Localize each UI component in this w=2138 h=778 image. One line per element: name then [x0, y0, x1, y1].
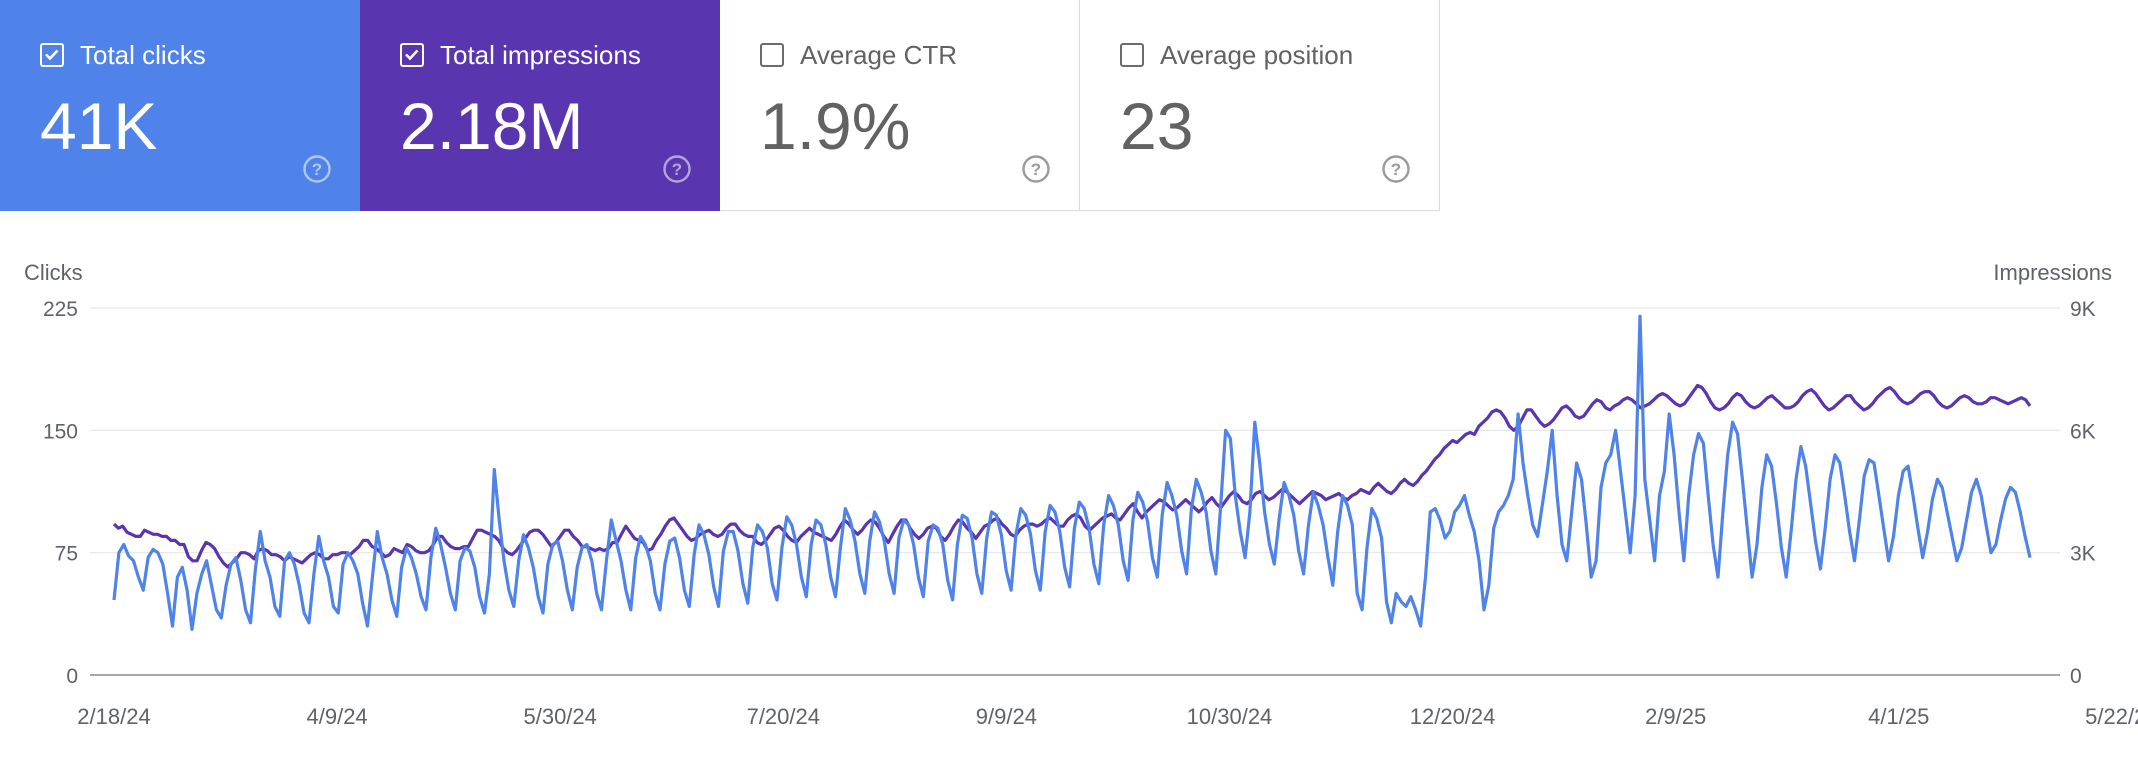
right-axis-title: Impressions [1993, 260, 2112, 285]
card-total-impressions[interactable]: Total impressions 2.18M ? [360, 0, 720, 211]
card-average-position[interactable]: Average position 23 ? [1080, 0, 1440, 211]
left-tick-label: 0 [66, 665, 78, 688]
left-axis-title: Clicks [24, 260, 83, 285]
help-icon[interactable]: ? [662, 154, 692, 184]
x-tick-label: 12/20/24 [1410, 704, 1496, 729]
x-tick-label: 2/18/24 [77, 704, 150, 729]
x-tick-label: 7/20/24 [747, 704, 820, 729]
card-value: 41K [40, 89, 158, 163]
help-icon[interactable]: ? [302, 154, 332, 184]
svg-text:?: ? [672, 160, 682, 179]
checkbox-unchecked-icon[interactable] [1120, 43, 1144, 67]
card-label: Total impressions [440, 40, 641, 70]
help-icon[interactable]: ? [1381, 154, 1411, 184]
card-total-clicks[interactable]: Total clicks 41K ? [0, 0, 360, 211]
checkbox-checked-icon[interactable] [40, 43, 64, 67]
x-tick-label: 9/9/24 [976, 704, 1037, 729]
left-tick-label: 225 [43, 298, 78, 321]
chart-svg: Clicks Impressions 0 75 150 225 0 3K 6K 9K 2/18/24… [24, 260, 2138, 729]
checkbox-unchecked-icon[interactable] [760, 43, 784, 67]
left-tick-label: 150 [43, 420, 78, 443]
svg-text:?: ? [1031, 160, 1041, 179]
metric-cards: Total clicks 41K ? Total impressions 2.1… [0, 0, 1440, 211]
card-value: 1.9% [760, 89, 911, 163]
x-tick-label: 4/1/25 [1868, 704, 1929, 729]
x-tick-label: 10/30/24 [1187, 704, 1273, 729]
x-tick-label: 5/30/24 [523, 704, 596, 729]
card-label: Average position [1160, 40, 1354, 70]
x-tick-label: 2/9/25 [1645, 704, 1706, 729]
performance-chart: Clicks Impressions 0 75 150 225 0 3K 6K 9K 2/18/24… [0, 240, 2138, 760]
series-line-total-clicks [112, 314, 2032, 631]
right-tick-label: 0 [2070, 665, 2082, 688]
card-average-ctr[interactable]: Average CTR 1.9% ? [720, 0, 1080, 211]
svg-text:?: ? [1391, 160, 1401, 179]
x-tick-label: 5/22/25 [2085, 704, 2138, 729]
right-tick-label: 9K [2070, 298, 2096, 321]
x-tick-label: 4/9/24 [307, 704, 368, 729]
help-icon[interactable]: ? [1021, 154, 1051, 184]
card-label: Total clicks [80, 40, 206, 70]
card-value: 2.18M [400, 89, 584, 163]
left-tick-label: 75 [55, 543, 78, 566]
checkbox-checked-icon[interactable] [400, 43, 424, 67]
right-tick-label: 6K [2070, 420, 2096, 443]
card-value: 23 [1120, 89, 1194, 163]
card-label: Average CTR [800, 40, 958, 70]
svg-text:?: ? [312, 160, 322, 179]
right-tick-label: 3K [2070, 543, 2096, 566]
